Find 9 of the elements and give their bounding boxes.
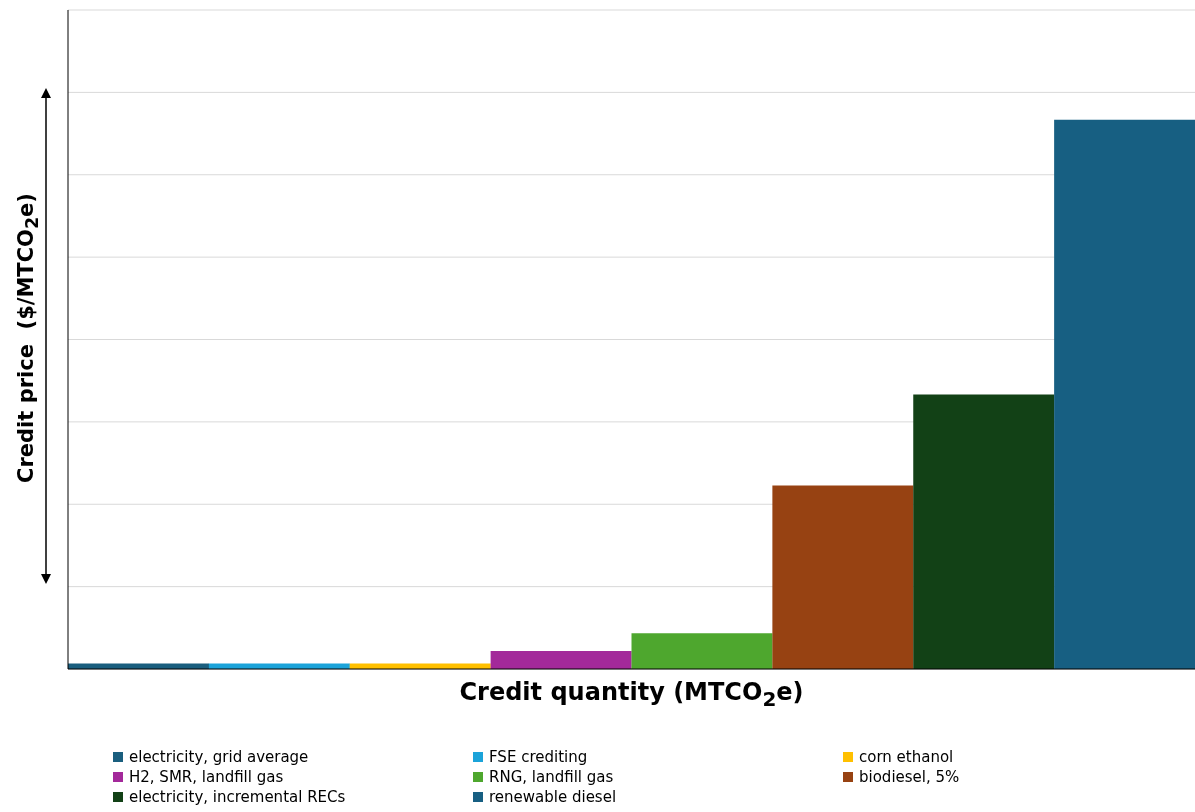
- x-axis-title: Credit quantity (MTCO$_{2}$e): [458, 678, 805, 711]
- legend-label: RNG, landfill gas: [489, 768, 614, 786]
- legend-label: renewable diesel: [489, 788, 617, 806]
- legend-label: biodiesel, 5%: [859, 768, 960, 786]
- legend-label: electricity, grid average: [129, 748, 309, 766]
- legend-label: H2, SMR, landfill gas: [129, 768, 284, 786]
- legend-label: corn ethanol: [859, 748, 954, 766]
- legend-label: electricity, incremental RECs: [129, 788, 346, 806]
- legend-label: FSE crediting: [489, 748, 588, 766]
